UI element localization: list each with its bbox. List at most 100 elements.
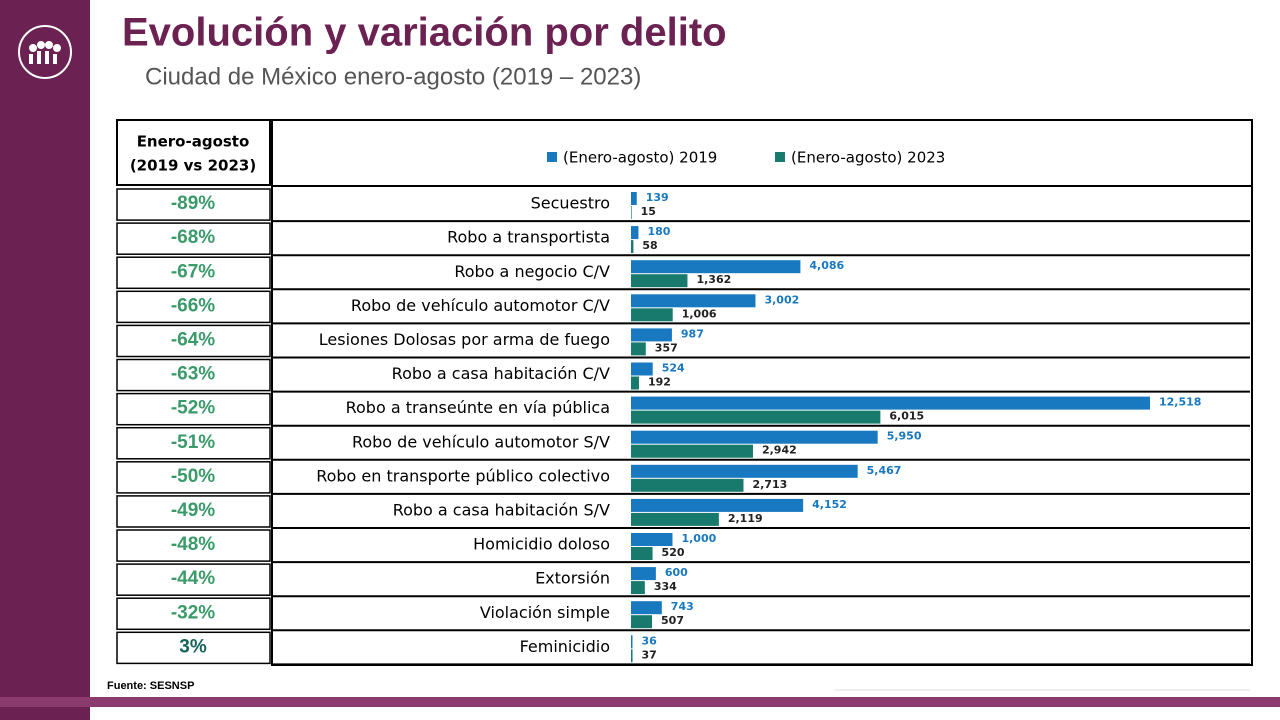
value-label: 507 (661, 614, 684, 627)
sidebar (0, 0, 90, 720)
bar (631, 512, 719, 526)
value-label: 4,086 (809, 259, 844, 272)
subtitle: Ciudad de México enero-agosto (2019 – 20… (145, 63, 641, 90)
variation-cell (116, 631, 271, 665)
category-label: Lesiones Dolosas por arma de fuego (319, 330, 610, 349)
variation-label: -32% (171, 602, 215, 623)
variation-cell (116, 392, 271, 426)
table-header-cell (116, 119, 271, 186)
bar (631, 478, 744, 492)
value-label: 5,950 (887, 430, 922, 443)
variation-label: 3% (179, 636, 207, 657)
category-label: Extorsión (535, 569, 610, 588)
variation-label: -63% (171, 364, 215, 385)
variation-label: -49% (171, 500, 215, 521)
variation-cell (116, 461, 271, 494)
category-label: Feminicidio (520, 637, 610, 656)
bar (631, 328, 672, 342)
variation-cell (116, 597, 271, 631)
bar (631, 294, 756, 308)
bar (631, 308, 673, 322)
value-label: 1,000 (681, 532, 716, 545)
bar (631, 274, 688, 288)
variation-cell (116, 563, 271, 596)
value-label: 1,362 (696, 273, 731, 286)
variation-label: -68% (171, 227, 215, 248)
value-label: 987 (681, 327, 704, 340)
value-label: 3,002 (764, 293, 799, 306)
category-label: Robo de vehículo automotor C/V (351, 296, 610, 315)
legend-swatch (775, 152, 785, 162)
value-label: 192 (648, 376, 671, 389)
variation-cell (116, 495, 271, 528)
bar (631, 498, 804, 512)
bar (631, 615, 653, 629)
category-label: Robo a transeúnte en vía pública (346, 398, 610, 417)
bar (631, 226, 639, 240)
table-header: Enero-agosto (137, 133, 250, 151)
bar (631, 581, 645, 595)
value-label: 2,713 (752, 478, 787, 491)
title: Evolución y variación por delito (122, 11, 727, 55)
value-label: 139 (646, 191, 669, 204)
variation-cell (116, 222, 271, 255)
value-label: 36 (641, 634, 657, 647)
category-label: Robo a negocio C/V (454, 262, 610, 281)
bar (631, 601, 662, 615)
value-label: 600 (665, 566, 688, 579)
value-label: 2,119 (728, 512, 763, 525)
value-label: 2,942 (762, 444, 797, 457)
value-label: 357 (655, 341, 678, 354)
variation-label: -66% (171, 295, 215, 316)
bar (631, 635, 633, 649)
category-label: Violación simple (480, 603, 610, 622)
bar (631, 410, 881, 424)
bar (631, 533, 673, 546)
bar (631, 430, 878, 444)
bar (631, 567, 656, 581)
value-label: 524 (662, 362, 685, 375)
variation-cell (116, 426, 271, 460)
category-label: Robo a transportista (447, 228, 610, 247)
source: Fuente: SESNSP (107, 680, 194, 692)
category-label: Robo en transporte público colectivo (316, 466, 610, 485)
variation-label: -51% (171, 432, 215, 453)
category-label: Robo de vehículo automotor S/V (352, 432, 610, 451)
bar (631, 342, 646, 356)
bar (631, 362, 653, 376)
bar (631, 260, 801, 274)
value-label: 6,015 (889, 410, 924, 423)
category-label: Homicidio doloso (473, 535, 610, 554)
logo (18, 25, 72, 79)
variation-cell (116, 290, 271, 324)
value-label: 743 (671, 600, 694, 613)
category-label: Robo a casa habitación S/V (393, 500, 610, 519)
variation-label: -44% (171, 568, 215, 589)
bar (631, 649, 633, 663)
variation-label: -52% (171, 398, 215, 419)
value-label: 5,467 (867, 464, 902, 477)
category-label: Robo a casa habitación C/V (392, 364, 610, 383)
bar (631, 464, 858, 478)
value-label: 15 (641, 205, 656, 218)
bar (631, 240, 634, 254)
value-label: 520 (662, 546, 685, 559)
variation-cell (116, 256, 271, 290)
bottom-stripe (0, 697, 1280, 707)
variation-label: -50% (171, 466, 215, 487)
value-label: 334 (654, 580, 677, 593)
legend-label: (Enero-agosto) 2019 (563, 149, 717, 167)
variation-cell (116, 358, 271, 392)
value-label: 58 (642, 239, 657, 252)
bar (631, 444, 753, 458)
variation-cell (116, 529, 271, 562)
value-label: 4,152 (812, 498, 847, 511)
variation-label: -89% (171, 193, 215, 214)
value-label: 180 (647, 225, 670, 238)
bar (631, 206, 632, 219)
bar (631, 396, 1150, 410)
value-label: 37 (642, 648, 657, 661)
legend-swatch (547, 152, 557, 162)
variation-label: -48% (171, 534, 215, 555)
